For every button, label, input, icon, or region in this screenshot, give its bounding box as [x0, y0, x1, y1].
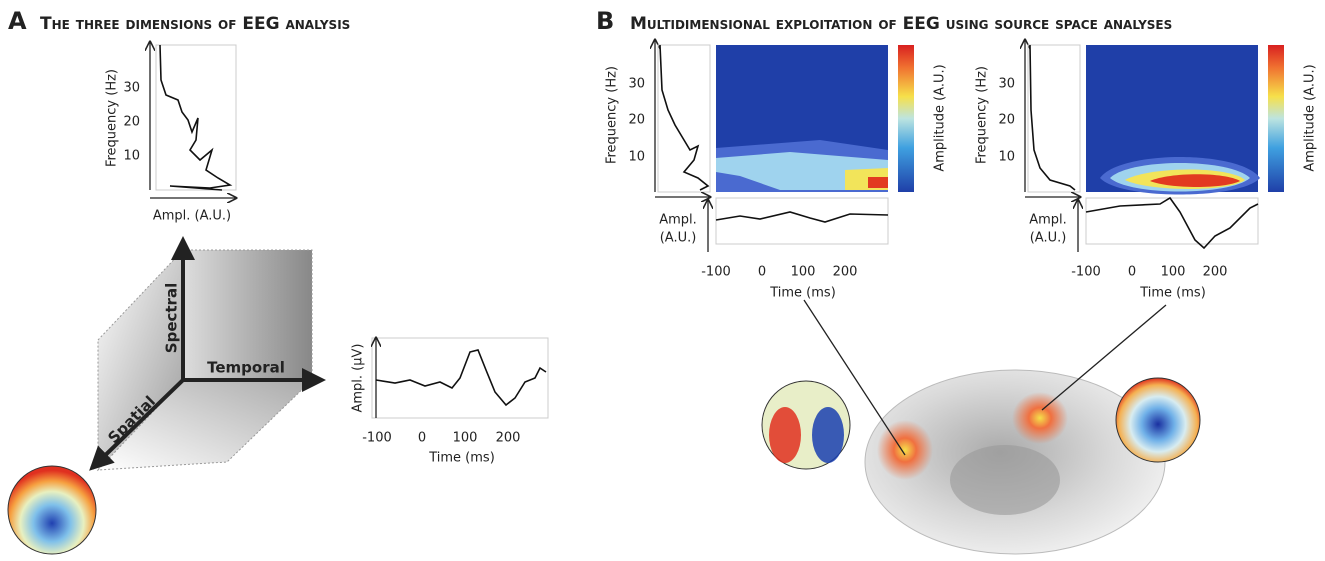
y-axis-label: Frequency (Hz): [975, 66, 990, 164]
ampl-label: Ampl.: [659, 213, 697, 228]
y-tick-label: 30: [123, 81, 140, 96]
x-tick-label: 100: [1161, 265, 1186, 280]
panel-title: Multidimensional exploitation of EEG usi…: [630, 14, 1172, 34]
x-tick-label: -100: [1071, 265, 1101, 280]
spectrum-box: [657, 44, 711, 193]
ampl-label: (A.U.): [1030, 231, 1067, 246]
spectrum-plot: 30 20 10 Frequency (Hz) Ampl. (A.U.): [105, 42, 237, 224]
axis-name: Temporal: [207, 359, 285, 377]
erp-plot: Ampl. (µV) -100 0 100 200 Time (ms): [351, 338, 549, 466]
erp-curve: [1085, 196, 1259, 250]
spectrum-curve: [659, 44, 710, 191]
y-tick-label: 20: [123, 115, 140, 130]
heatmap-region: [1150, 174, 1240, 187]
y-axis-label: Frequency (Hz): [605, 66, 620, 164]
erp-box: [1085, 197, 1259, 245]
x-tick-label: 0: [1128, 265, 1136, 280]
x-axis-label: Time (ms): [1139, 286, 1206, 301]
x-tick-label: 200: [833, 265, 858, 280]
x-tick-label: 200: [1203, 265, 1228, 280]
axis-name: Spectral: [163, 283, 181, 353]
heatmap-region: [868, 177, 888, 188]
colorbar-label: Amplitude (A.U.): [933, 64, 948, 171]
ampl-label: Ampl.: [1029, 213, 1067, 228]
y-axis-label: Ampl. (µV): [351, 344, 366, 413]
x-axis-label: Time (ms): [769, 286, 836, 301]
y-tick-label: 20: [998, 113, 1015, 128]
colorbar: [898, 45, 914, 192]
panel-label: A: [8, 7, 27, 35]
x-tick-label: -100: [701, 265, 731, 280]
x-tick-label: -100: [362, 431, 392, 446]
panel-title: The three dimensions of EEG analysis: [40, 14, 350, 34]
spectrum-box: [1027, 44, 1081, 193]
spectrum-curve: [1029, 44, 1076, 191]
x-tick-label: 0: [418, 431, 426, 446]
colorbar: [1268, 45, 1284, 192]
tf-plots: 30 20 10 Frequency (Hz) Amplitude (A.U.) Ampl…: [605, 40, 1318, 301]
x-axis-label: Ampl. (A.U.): [153, 209, 231, 224]
y-tick-label: 30: [998, 77, 1015, 92]
colorbar-label: Amplitude (A.U.): [1303, 64, 1318, 171]
ampl-label: (A.U.): [660, 231, 697, 246]
y-tick-label: 30: [628, 77, 645, 92]
brain: [761, 299, 1201, 555]
x-tick-label: 100: [453, 431, 478, 446]
x-axis-label: Time (ms): [428, 451, 495, 466]
x-tick-label: 100: [791, 265, 816, 280]
three-axes: Spectral Temporal Spatial: [7, 236, 326, 555]
erp-curve: [715, 211, 889, 223]
y-tick-label: 10: [123, 149, 140, 164]
y-tick-label: 20: [628, 113, 645, 128]
y-axis-label: Frequency (Hz): [105, 69, 120, 167]
x-tick-label: 200: [496, 431, 521, 446]
y-tick-label: 10: [628, 150, 645, 165]
panel-label: B: [596, 7, 614, 35]
erp-box: [715, 197, 889, 245]
x-tick-label: 0: [758, 265, 766, 280]
y-tick-label: 10: [998, 150, 1015, 165]
